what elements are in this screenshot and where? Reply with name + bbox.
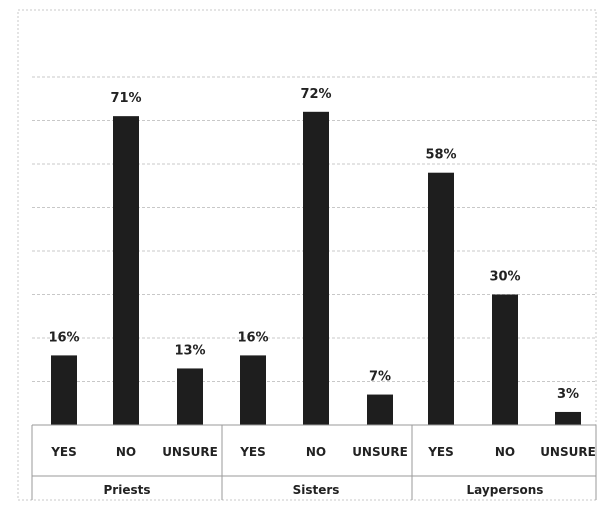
group-label-sisters: Sisters bbox=[293, 483, 340, 497]
data-label: 58% bbox=[425, 148, 456, 163]
chart-frame bbox=[17, 9, 597, 501]
category-axis: YES NO UNSURE YES NO UNSURE YES NO UNSURE Priests… bbox=[31, 424, 597, 500]
bar-laypersons-no bbox=[492, 294, 518, 425]
data-label: 16% bbox=[237, 330, 268, 345]
category-label: NO bbox=[116, 445, 136, 459]
bar-priests-yes bbox=[51, 355, 77, 425]
category-label: YES bbox=[239, 445, 266, 459]
bar-priests-unsure bbox=[177, 368, 203, 425]
bar-sisters-yes bbox=[240, 355, 266, 425]
bar-sisters-no bbox=[303, 111, 329, 426]
bar-priests-no bbox=[113, 116, 139, 426]
data-labels: 16% 71% 13% 16% 72% 7% 58% 30% 3% bbox=[48, 87, 579, 402]
data-label: 72% bbox=[300, 87, 331, 102]
category-label: UNSURE bbox=[162, 445, 218, 459]
bar-sisters-unsure bbox=[367, 394, 393, 425]
category-label: YES bbox=[50, 445, 77, 459]
category-label: NO bbox=[495, 445, 515, 459]
bar-laypersons-unsure bbox=[555, 411, 581, 425]
bars bbox=[51, 111, 581, 426]
category-label: YES bbox=[427, 445, 454, 459]
group-label-laypersons: Laypersons bbox=[467, 483, 544, 497]
category-label: UNSURE bbox=[352, 445, 408, 459]
data-label: 7% bbox=[369, 370, 391, 385]
category-label: NO bbox=[306, 445, 326, 459]
data-label: 3% bbox=[557, 387, 579, 402]
group-label-priests: Priests bbox=[104, 483, 151, 497]
data-label: 30% bbox=[489, 270, 520, 285]
data-label: 16% bbox=[48, 330, 79, 345]
category-label: UNSURE bbox=[540, 445, 596, 459]
data-label: 13% bbox=[174, 343, 205, 358]
data-label: 71% bbox=[110, 91, 141, 106]
bar-laypersons-yes bbox=[428, 172, 454, 425]
